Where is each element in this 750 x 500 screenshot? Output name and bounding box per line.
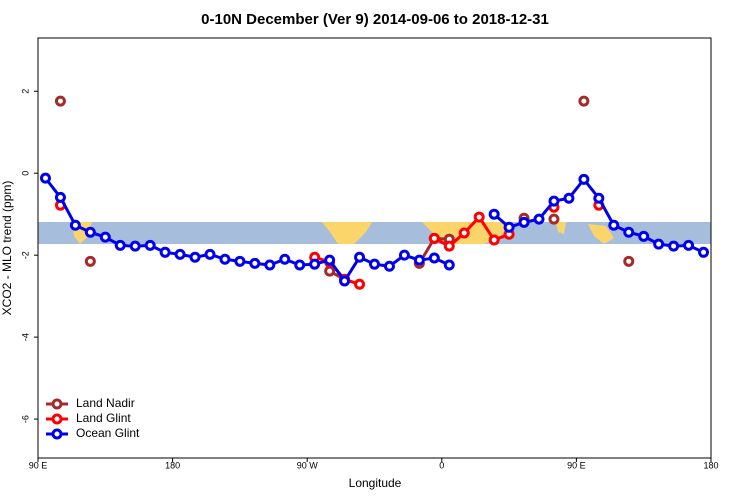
data-point	[413, 254, 425, 266]
data-point	[219, 253, 231, 265]
y-tick-label: -2	[20, 251, 30, 259]
legend-marker	[51, 413, 63, 425]
chart-title: 0-10N December (Ver 9) 2014-09-06 to 201…	[201, 11, 549, 28]
data-point	[683, 239, 695, 251]
data-point	[548, 195, 560, 207]
x-tick-label: 180	[703, 460, 718, 470]
data-point	[204, 248, 216, 260]
ocean-band	[38, 222, 711, 244]
x-tick-label: 90 E	[29, 460, 48, 470]
data-point	[309, 258, 321, 270]
data-point	[623, 226, 635, 238]
data-point	[144, 239, 156, 251]
data-point	[84, 226, 96, 238]
data-point	[443, 240, 455, 252]
y-axis-label: XCO2 - MLO trend (ppm)	[0, 181, 14, 316]
data-point	[369, 258, 380, 270]
data-point	[578, 95, 590, 107]
data-point	[623, 255, 635, 267]
data-point	[443, 259, 455, 271]
land	[322, 222, 372, 244]
data-point	[428, 252, 440, 264]
data-point	[533, 213, 545, 225]
data-point	[428, 232, 440, 244]
plot-frame	[37, 37, 712, 459]
legend-label: Land Nadir	[76, 396, 135, 410]
data-point	[548, 213, 560, 225]
data-point	[69, 219, 81, 231]
data-point	[518, 216, 530, 228]
data-point	[249, 257, 261, 269]
land	[556, 222, 566, 234]
data-point	[294, 259, 306, 271]
data-point	[563, 192, 575, 204]
data-point	[129, 240, 141, 252]
y-tick-label: 2	[20, 89, 30, 94]
data-point	[324, 265, 336, 277]
data-point	[488, 208, 500, 220]
data-point	[324, 254, 336, 266]
x-tick-label: 180	[165, 460, 180, 470]
data-point	[593, 192, 605, 204]
y-tick-label: -6	[20, 415, 30, 423]
data-point	[54, 95, 66, 107]
data-point	[698, 246, 710, 258]
data-point	[279, 253, 291, 265]
data-point	[189, 251, 201, 263]
data-point	[174, 248, 186, 260]
y-tick-label: 0	[20, 171, 30, 176]
data-point	[398, 249, 410, 261]
legend-label: Ocean Glint	[76, 426, 140, 440]
data-point	[99, 231, 111, 243]
data-point	[668, 240, 680, 252]
legend-label: Land Glint	[76, 411, 131, 425]
x-tick-label: 0	[439, 460, 444, 470]
series-line	[44, 177, 450, 284]
data-point	[488, 234, 500, 246]
legend-marker	[51, 428, 63, 440]
land	[588, 224, 614, 244]
data-point	[339, 275, 351, 287]
data-point	[638, 230, 650, 242]
data-point	[114, 239, 126, 251]
data-point	[608, 219, 620, 231]
data-point	[383, 260, 395, 272]
data-point	[354, 278, 366, 290]
data-point	[84, 255, 96, 267]
x-axis-label: Longitude	[349, 476, 402, 490]
x-tick-label: 90 E	[567, 460, 586, 470]
data-point	[458, 227, 470, 239]
data-point	[39, 172, 51, 184]
data-point	[503, 221, 515, 233]
data-point	[159, 246, 171, 258]
y-tick-label: -4	[20, 333, 30, 341]
data-point	[578, 173, 590, 185]
data-point	[354, 251, 366, 263]
data-point	[234, 255, 246, 267]
legend-marker	[51, 398, 63, 410]
data-point	[653, 238, 665, 250]
data-point	[54, 191, 66, 203]
data-point	[473, 211, 485, 223]
data-point	[264, 259, 276, 271]
x-tick-label: 90 W	[297, 460, 319, 470]
